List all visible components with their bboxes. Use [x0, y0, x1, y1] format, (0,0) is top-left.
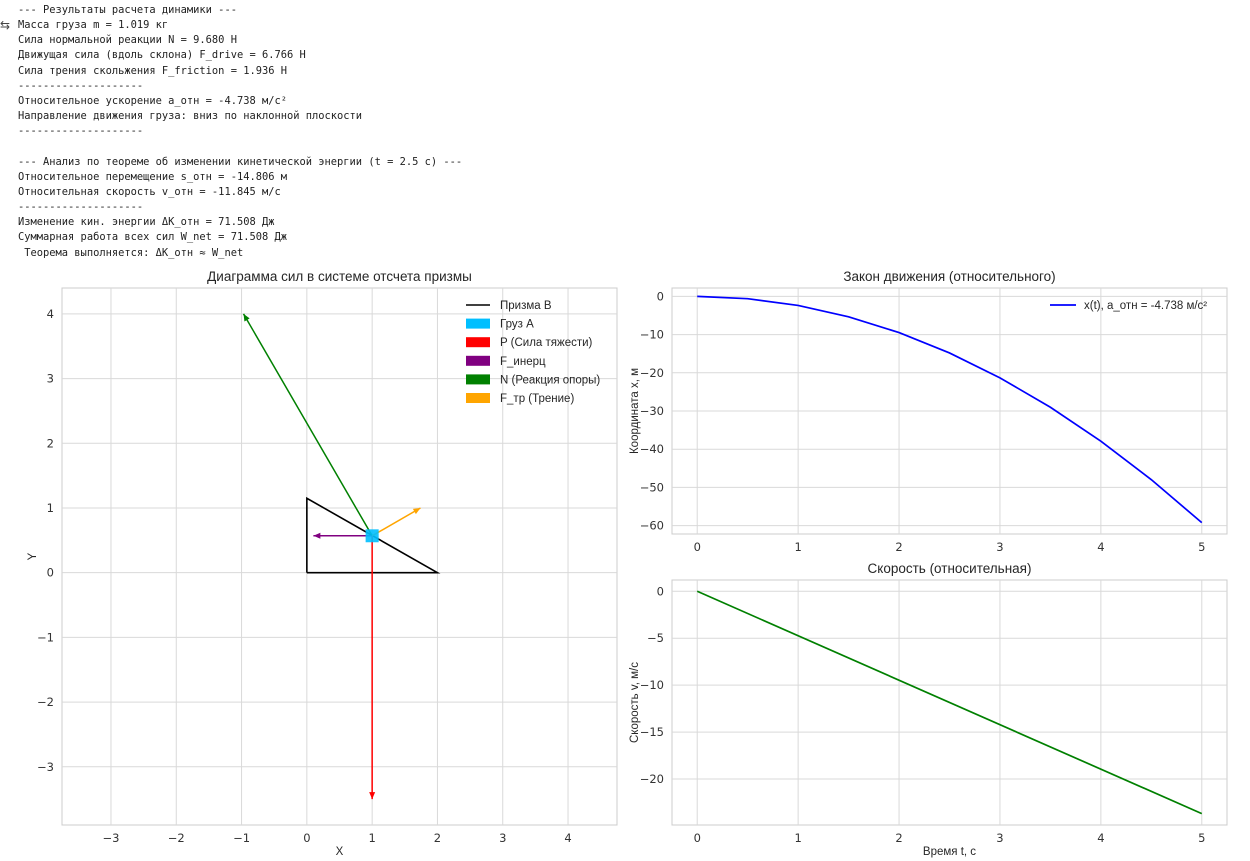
y-axis-label: Y — [27, 552, 39, 560]
x-tick-label: 2 — [895, 540, 902, 554]
x-tick-label: −3 — [102, 831, 119, 845]
y-tick-label: −20 — [640, 366, 664, 380]
y-tick-label: −30 — [640, 404, 664, 418]
legend-swatch — [466, 374, 490, 385]
x-tick-label: 3 — [499, 831, 506, 845]
x-tick-label: −2 — [168, 831, 185, 845]
x-tick-label: 1 — [794, 540, 801, 554]
y-tick-label: 4 — [47, 307, 54, 321]
y-tick-label: −1 — [37, 630, 54, 644]
output-line: Сила нормальной реакции N = 9.680 Н — [18, 34, 237, 47]
x-tick-label: 4 — [1097, 540, 1104, 554]
x-tick-label: 5 — [1198, 831, 1205, 845]
force-arrowhead — [369, 792, 376, 800]
x-tick-label: 4 — [1097, 831, 1104, 845]
y-tick-label: 3 — [47, 372, 54, 386]
output-line: -------------------- — [18, 201, 144, 214]
y-tick-label: 1 — [47, 501, 54, 515]
output-line: Относительная скорость v_отн = -11.845 м… — [18, 185, 281, 198]
plot-area — [61, 287, 618, 826]
x-tick-label: −1 — [233, 831, 250, 845]
y-tick-label: −50 — [640, 480, 664, 494]
series-line — [697, 295, 1203, 524]
output-line: Направление движения груза: вниз по накл… — [18, 110, 363, 123]
series-line — [696, 590, 1203, 815]
y-tick-label: −10 — [640, 328, 664, 342]
force-vector — [371, 507, 421, 537]
legend-swatch — [466, 337, 490, 348]
legend-entry: Призма B — [500, 300, 552, 312]
y-tick-label: −40 — [640, 442, 664, 456]
y-tick-label: −10 — [640, 678, 664, 692]
y-tick-label: 0 — [47, 566, 54, 580]
x-tick-label: 0 — [694, 831, 701, 845]
y-tick-label: 2 — [47, 436, 54, 450]
output-line: --- Анализ по теореме об изменении кинет… — [18, 155, 463, 168]
y-axis-label: Координата x, м — [629, 368, 641, 454]
y-tick-label: −60 — [640, 519, 664, 533]
chart-2: 0 1 2 3 4 5 0 −5 −10 −15 −20 Скорость (относительна… — [629, 561, 1228, 858]
output-line: -------------------- — [18, 79, 144, 92]
legend-entry: x(t), a_отн = -4.738 м/с² — [1084, 300, 1207, 312]
x-tick-label: 1 — [794, 831, 801, 845]
y-tick-label: −15 — [640, 725, 664, 739]
force-vector — [242, 313, 373, 537]
y-tick-label: 0 — [657, 584, 664, 598]
output-line: Теорема выполняется: ΔK_отн ≈ W_net — [18, 246, 244, 259]
x-tick-label: 4 — [564, 831, 571, 845]
legend-swatch — [466, 318, 490, 329]
output-toggle-icon[interactable]: ⇆ — [0, 18, 11, 32]
output-line: --- Результаты расчета динамики --- — [18, 4, 237, 16]
output-line: Сила трения скольжения F_friction = 1.93… — [18, 64, 287, 77]
y-tick-label: −3 — [37, 760, 54, 774]
x-tick-label: 0 — [303, 831, 310, 845]
x-tick-label: 1 — [368, 831, 375, 845]
x-tick-label: 0 — [694, 540, 701, 554]
output-line: Суммарная работа всех сил W_net = 71.508… — [18, 231, 287, 244]
legend-entry: N (Реакция опоры) — [500, 374, 600, 386]
y-tick-label: −5 — [647, 631, 664, 645]
y-tick-label: −20 — [640, 772, 664, 786]
block-a — [365, 529, 379, 543]
y-tick-label: −2 — [37, 695, 54, 709]
chart-0: −3 −2 −1 0 1 2 3 4 −3 −2 −1 0 1 2 3 4 Диаграмма сил в си… — [27, 269, 618, 858]
x-tick-label: 5 — [1198, 540, 1205, 554]
cell-output-text: --- Результаты расчета динамики --- Масс… — [18, 3, 462, 261]
legend-entry: F_тр (Трение) — [500, 393, 574, 405]
legend-swatch — [466, 355, 490, 366]
legend-entry: Груз A — [500, 319, 534, 331]
legend-entry: F_инерц — [500, 356, 546, 368]
output-line: Масса груза m = 1.019 кг — [18, 19, 169, 32]
output-line: -------------------- — [18, 125, 144, 138]
output-line: Изменение кин. энергии ΔK_отн = 71.508 Д… — [18, 216, 275, 229]
legend-swatch — [466, 393, 490, 403]
output-line: Относительное перемещение s_отн = -14.80… — [18, 170, 287, 183]
force-arrowhead — [412, 507, 421, 515]
legend-entry: P (Сила тяжести) — [500, 337, 593, 349]
x-tick-label: 3 — [996, 540, 1003, 554]
y-axis-label: Скорость v, м/с — [629, 662, 641, 743]
x-axis-label: X — [336, 846, 344, 858]
chart-1: 0 1 2 3 4 5 0 −10 −20 −30 −40 −50 −60 Закон движения … — [629, 269, 1228, 554]
force-arrowhead — [313, 532, 321, 539]
x-axis-label: Время t, с — [923, 846, 976, 858]
chart-title: Скорость (относительная) — [868, 561, 1032, 576]
chart-title: Закон движения (относительного) — [843, 269, 1055, 284]
x-tick-label: 2 — [895, 831, 902, 845]
output-line: Движущая сила (вдоль склона) F_drive = 6… — [18, 49, 306, 62]
x-tick-label: 3 — [996, 831, 1003, 845]
chart-title: Диаграмма сил в системе отсчета призмы — [207, 269, 472, 284]
output-line: Относительное ускорение а_отн = -4.738 м… — [18, 94, 287, 107]
force-arrowhead — [243, 313, 250, 322]
y-tick-label: 0 — [657, 289, 664, 303]
x-tick-label: 2 — [434, 831, 441, 845]
